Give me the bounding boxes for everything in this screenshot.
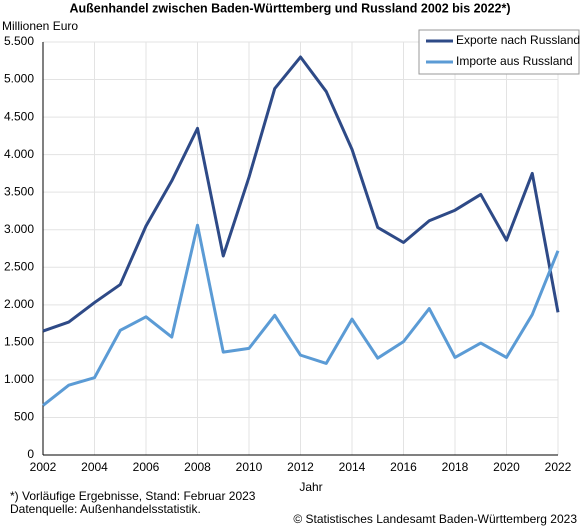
x-axis-label: Jahr <box>299 480 322 494</box>
y-tick-label: 3.500 <box>4 184 34 198</box>
source: Datenquelle: Außenhandelsstatistik. <box>10 502 201 516</box>
y-tick-label: 3.000 <box>4 222 34 236</box>
y-tick-label: 5.500 <box>4 34 34 48</box>
copyright: © Statistisches Landesamt Baden-Württemb… <box>293 512 577 526</box>
x-tick-label: 2010 <box>236 460 263 474</box>
y-axis-label: Millionen Euro <box>2 19 78 33</box>
footnote: *) Vorläufige Ergebnisse, Stand: Februar… <box>10 489 256 503</box>
x-tick-label: 2020 <box>493 460 520 474</box>
y-tick-label: 5.000 <box>4 72 34 86</box>
series-line <box>42 223 560 407</box>
y-tick-label: 500 <box>14 410 34 424</box>
x-tick-label: 2022 <box>545 460 572 474</box>
series-line <box>42 55 560 333</box>
x-tick-label: 2016 <box>390 460 417 474</box>
y-tick-label: 0 <box>27 447 34 461</box>
legend-label: Exporte nach Russland <box>456 33 580 47</box>
y-tick-label: 4.500 <box>4 109 34 123</box>
x-tick-label: 2008 <box>184 460 211 474</box>
x-tick-label: 2014 <box>339 460 366 474</box>
y-tick-label: 4.000 <box>4 147 34 161</box>
y-tick-label: 1.000 <box>4 372 34 386</box>
y-tick-label: 1.500 <box>4 335 34 349</box>
y-tick-label: 2.000 <box>4 297 34 311</box>
x-tick-label: 2018 <box>442 460 469 474</box>
x-tick-label: 2002 <box>30 460 57 474</box>
legend-box <box>418 29 580 75</box>
x-tick-label: 2012 <box>287 460 314 474</box>
x-tick-label: 2006 <box>133 460 160 474</box>
x-tick-label: 2004 <box>81 460 108 474</box>
legend-label: Importe aus Russland <box>456 54 573 68</box>
chart-title: Außenhandel zwischen Baden-Württemberg u… <box>69 1 510 15</box>
y-tick-label: 2.500 <box>4 259 34 273</box>
